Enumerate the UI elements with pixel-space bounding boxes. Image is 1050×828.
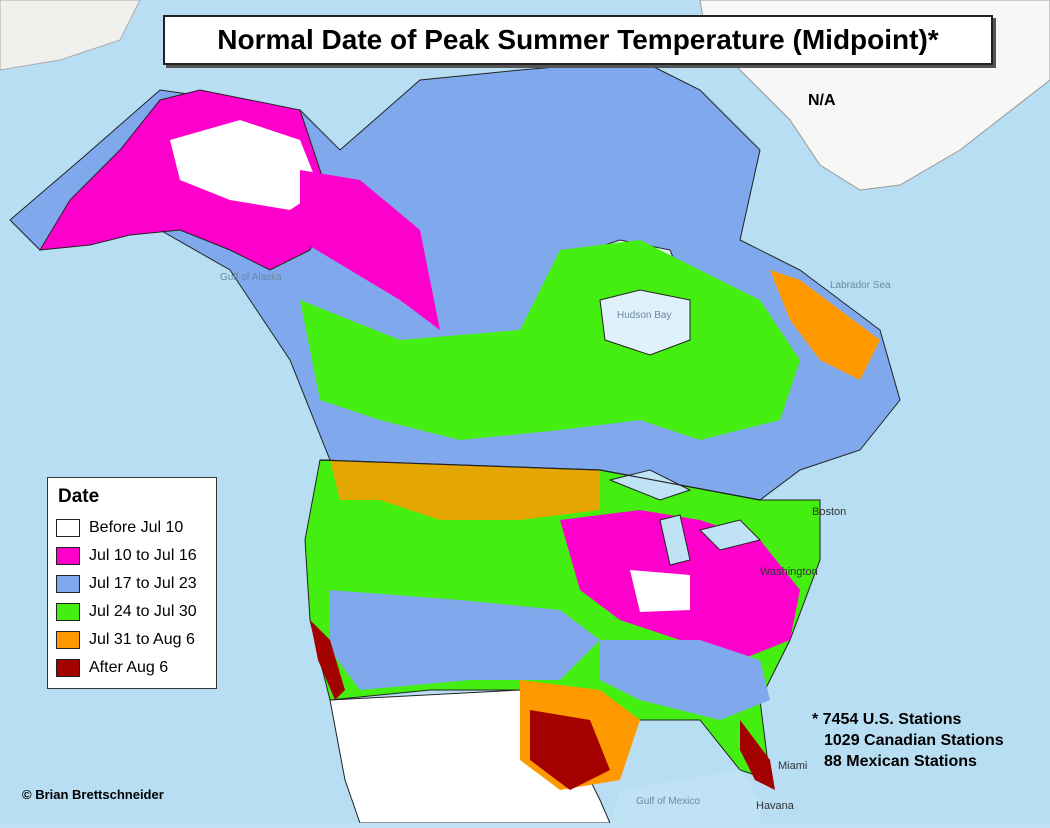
title-box: Normal Date of Peak Summer Temperature (… bbox=[163, 15, 993, 65]
map-title: Normal Date of Peak Summer Temperature (… bbox=[217, 24, 939, 55]
footnote-line-canada: 1029 Canadian Stations bbox=[824, 732, 1004, 749]
legend-swatch bbox=[56, 603, 80, 621]
legend-label: After Aug 6 bbox=[89, 659, 169, 676]
legend-label: Jul 24 to Jul 30 bbox=[89, 603, 197, 620]
legend-item: Before Jul 10 bbox=[56, 514, 208, 542]
city-boston: Boston bbox=[812, 506, 847, 518]
legend-item: Jul 17 to Jul 23 bbox=[56, 570, 208, 598]
legend-title: Date bbox=[58, 486, 100, 507]
labrador-sea-label: Labrador Sea bbox=[830, 280, 891, 291]
gulf-of-alaska-label: Gulf of Alaska bbox=[220, 272, 282, 283]
greenland-na-label: N/A bbox=[808, 92, 836, 109]
city-washington: Washington bbox=[760, 566, 818, 578]
gulf-of-mexico-label: Gulf of Mexico bbox=[636, 796, 700, 807]
legend-item: Jul 10 to Jul 16 bbox=[56, 542, 208, 570]
legend-swatch bbox=[56, 659, 80, 677]
legend-item: After Aug 6 bbox=[56, 654, 208, 682]
legend-swatch bbox=[56, 631, 80, 649]
legend-label: Jul 31 to Aug 6 bbox=[89, 631, 195, 648]
legend-swatch bbox=[56, 575, 80, 593]
legend-swatch bbox=[56, 519, 80, 537]
footnote-line-mexico: 88 Mexican Stations bbox=[824, 753, 977, 770]
legend: Date Before Jul 10 Jul 10 to Jul 16 Jul … bbox=[47, 477, 217, 689]
hudson-bay-label: Hudson Bay bbox=[617, 310, 672, 321]
legend-label: Jul 10 to Jul 16 bbox=[89, 547, 197, 564]
legend-item: Jul 24 to Jul 30 bbox=[56, 598, 208, 626]
legend-label: Before Jul 10 bbox=[89, 519, 184, 536]
legend-item: Jul 31 to Aug 6 bbox=[56, 626, 208, 654]
station-footnote: * 7454 U.S. Stations 1029 Canadian Stati… bbox=[812, 709, 1004, 772]
city-havana: Havana bbox=[756, 800, 794, 812]
legend-label: Jul 17 to Jul 23 bbox=[89, 575, 197, 592]
legend-swatch bbox=[56, 547, 80, 565]
author-credit: © Brian Brettschneider bbox=[22, 787, 164, 802]
city-miami: Miami bbox=[778, 760, 808, 772]
footnote-line-us: * 7454 U.S. Stations bbox=[812, 711, 962, 728]
